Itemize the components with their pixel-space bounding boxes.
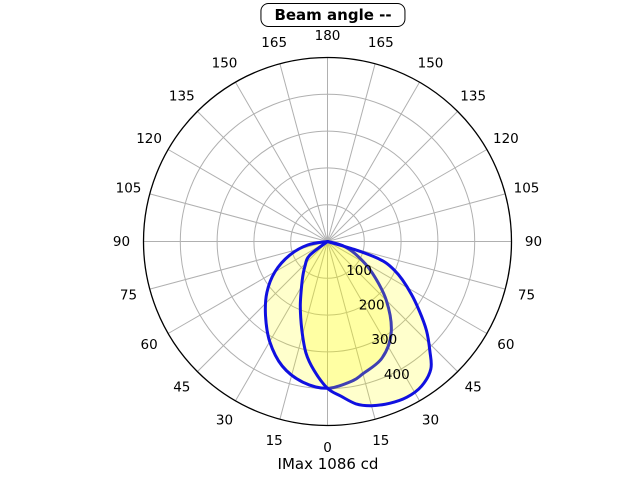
angle-label: 105: [514, 181, 540, 197]
outer-ring: [142, 56, 513, 427]
angle-label: 75: [120, 287, 137, 303]
radial-tick-label: 400: [384, 367, 410, 383]
angle-label: 90: [525, 234, 542, 250]
angle-label: 165: [368, 35, 394, 51]
angle-label: 180: [315, 28, 341, 44]
angle-label: 135: [169, 88, 195, 104]
imax-label: IMax 1086 cd: [277, 455, 379, 473]
angle-label: 90: [113, 234, 130, 250]
chart-title: Beam angle --: [260, 3, 406, 27]
angle-label: 135: [460, 88, 486, 104]
angle-label: 120: [136, 131, 162, 147]
angle-label: 165: [261, 35, 287, 51]
angle-label: 45: [173, 380, 190, 396]
radial-tick-label: 100: [346, 263, 372, 279]
angle-label: 105: [116, 181, 142, 197]
angle-label: 120: [493, 131, 519, 147]
angle-label: 0: [323, 440, 332, 456]
angle-label: 60: [141, 337, 158, 353]
angle-label: 15: [266, 433, 283, 449]
angle-label: 45: [465, 380, 482, 396]
angle-label: 15: [372, 433, 389, 449]
angle-label: 150: [212, 56, 238, 72]
angle-label: 150: [418, 56, 444, 72]
radial-tick-label: 200: [359, 298, 385, 314]
radial-tick-label: 300: [371, 332, 397, 348]
angle-label: 60: [497, 337, 514, 353]
intensity-lobe-2: [298, 240, 433, 408]
angle-label: 75: [518, 287, 535, 303]
angle-label: 30: [422, 412, 439, 428]
angle-label: 30: [216, 412, 233, 428]
